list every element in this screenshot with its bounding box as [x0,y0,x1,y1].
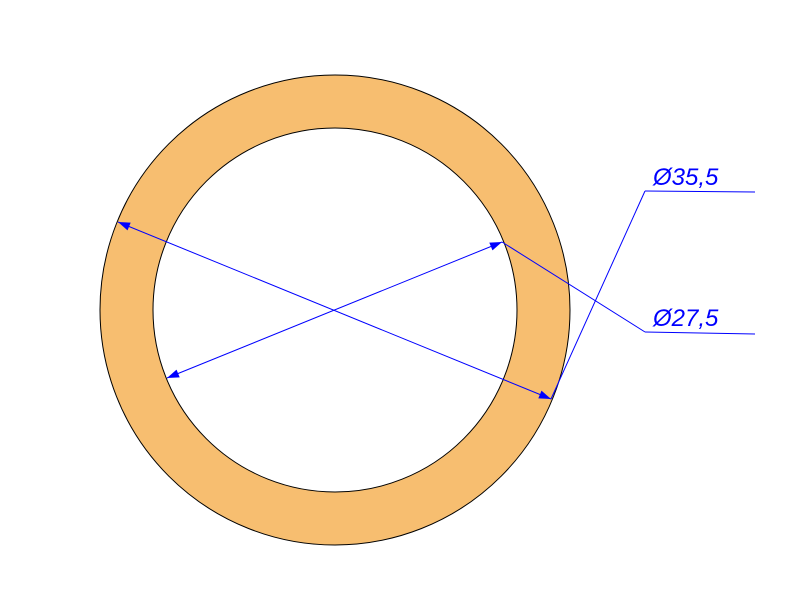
outer-diameter-label: Ø35,5 [652,164,719,191]
inner-dim-label-underline [645,332,755,334]
outer-diameter-dimension: Ø35,5 [118,164,755,399]
inner-diameter-label: Ø27,5 [652,305,719,332]
inner-diameter-dimension: Ø27,5 [167,242,755,378]
inner-dim-arrow-2 [489,242,502,250]
outer-dim-label-underline [645,191,755,192]
inner-dim-arrow-1 [167,370,180,378]
drawing-canvas: Ø35,5 Ø27,5 [0,0,800,600]
